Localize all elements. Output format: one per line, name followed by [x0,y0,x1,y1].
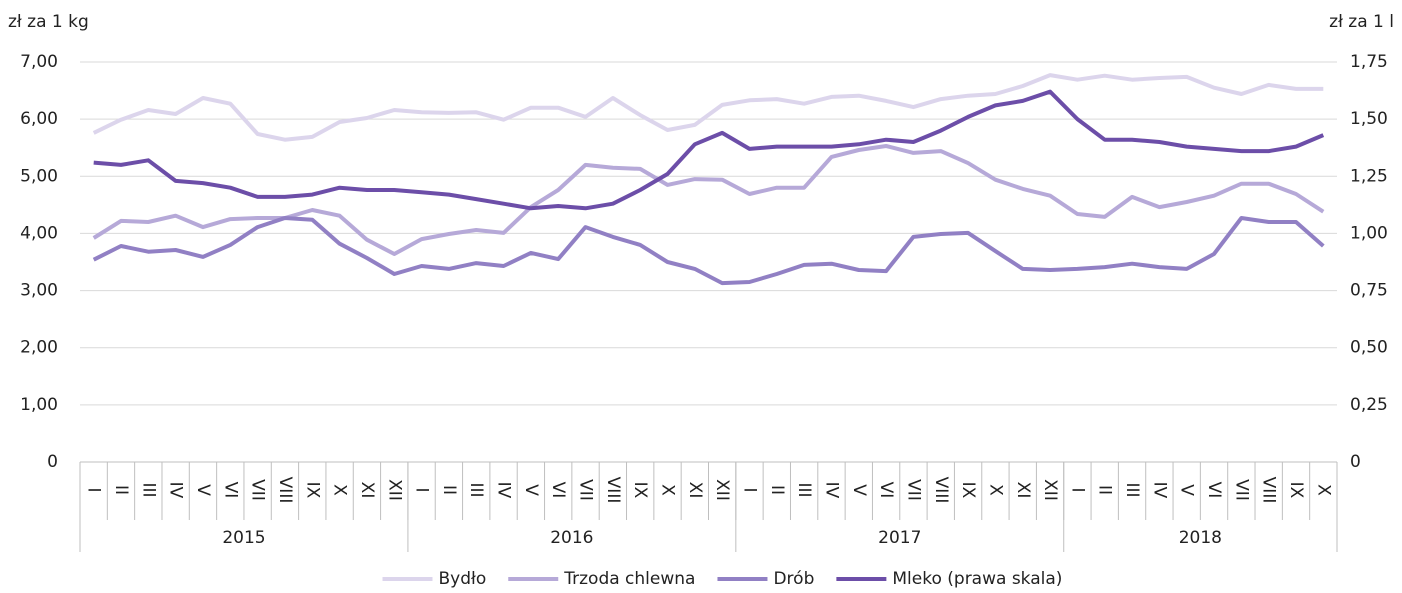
x-tick-label: VII [248,479,268,501]
x-tick-label: X [1313,484,1333,496]
y2-tick-label: 1,00 [1350,223,1388,243]
x-tick-label: III [138,482,158,497]
x-tick-label: VI [876,482,896,499]
x-tick-label: XI [357,482,377,499]
x-tick-label: I [1067,487,1087,492]
y2-tick-label: 0,75 [1350,281,1388,301]
y-tick-label: 4,00 [20,223,58,243]
x-tick-label: XI [685,482,705,499]
y2-axis-label: zł za 1 l [1329,12,1394,32]
y2-tick-label: 1,50 [1350,109,1388,129]
x-tick-label: III [1122,482,1142,497]
line-series [92,144,1325,256]
y2-tick-label: 1,75 [1350,52,1388,72]
x-tick-label: I [412,487,432,492]
x-tick-label: II [439,485,459,495]
x-tick-label: VII [1231,479,1251,501]
x-tick-label: IV [1149,482,1169,499]
group-label: 2018 [1179,528,1222,548]
y-tick-label: 1,00 [20,395,58,415]
x-tick-label: XII [1040,479,1060,501]
legend-label: Mleko (prawa skala) [892,569,1062,589]
y-tick-label: 7,00 [20,52,58,72]
group-label: 2015 [222,528,265,548]
x-tick-label: IX [302,482,322,499]
y2-tick-label: 0,25 [1350,395,1388,415]
x-tick-label: XI [1013,482,1033,499]
legend-label: Trzoda chlewna [563,569,695,589]
x-tick-label: X [330,484,350,496]
x-tick-label: II [1095,485,1115,495]
y-axis-label: zł za 1 kg [8,12,89,32]
x-tick-label: V [193,484,213,496]
x-tick-label: IX [958,482,978,499]
y-tick-label: 6,00 [20,109,58,129]
x-tick-label: X [658,484,678,496]
line-series [92,216,1325,286]
x-tick-label: VII [903,479,923,501]
x-tick-label: IV [166,482,186,499]
x-tick-label: VII [576,479,596,501]
x-tick-label: III [794,482,814,497]
x-tick-label: III [466,482,486,497]
y-tick-label: 2,00 [20,338,58,358]
line-series [93,89,1325,211]
y2-tick-label: 0 [1350,452,1361,472]
x-tick-label: IV [821,482,841,499]
x-tick-label: IV [494,482,514,499]
x-tick-label: II [111,485,131,495]
legend-label: Drób [773,569,814,589]
x-tick-label: VI [548,482,568,499]
y2-tick-label: 0,50 [1350,338,1388,358]
x-tick-label: I [739,487,759,492]
x-tick-label: X [985,484,1005,496]
group-label: 2017 [878,528,921,548]
group-label: 2016 [550,528,593,548]
x-tick-label: IX [1286,482,1306,499]
x-tick-label: V [849,484,869,496]
y-tick-label: 0 [47,452,58,472]
x-tick-label: VIII [603,477,623,504]
x-tick-label: VIII [1259,477,1279,504]
x-tick-label: II [767,485,787,495]
x-tick-label: VIII [275,477,295,504]
x-tick-label: XII [384,479,404,501]
y-tick-label: 5,00 [20,166,58,186]
x-tick-label: V [521,484,541,496]
x-tick-label: IX [630,482,650,499]
x-tick-label: VI [220,482,240,499]
y2-tick-label: 1,25 [1350,166,1388,186]
line-series [92,73,1324,142]
x-tick-label: V [1177,484,1197,496]
x-tick-label: VIII [931,477,951,504]
x-tick-label: XII [712,479,732,501]
x-tick-label: I [84,487,104,492]
legend-label: Bydło [439,569,487,589]
x-tick-label: VI [1204,482,1224,499]
y-tick-label: 3,00 [20,281,58,301]
